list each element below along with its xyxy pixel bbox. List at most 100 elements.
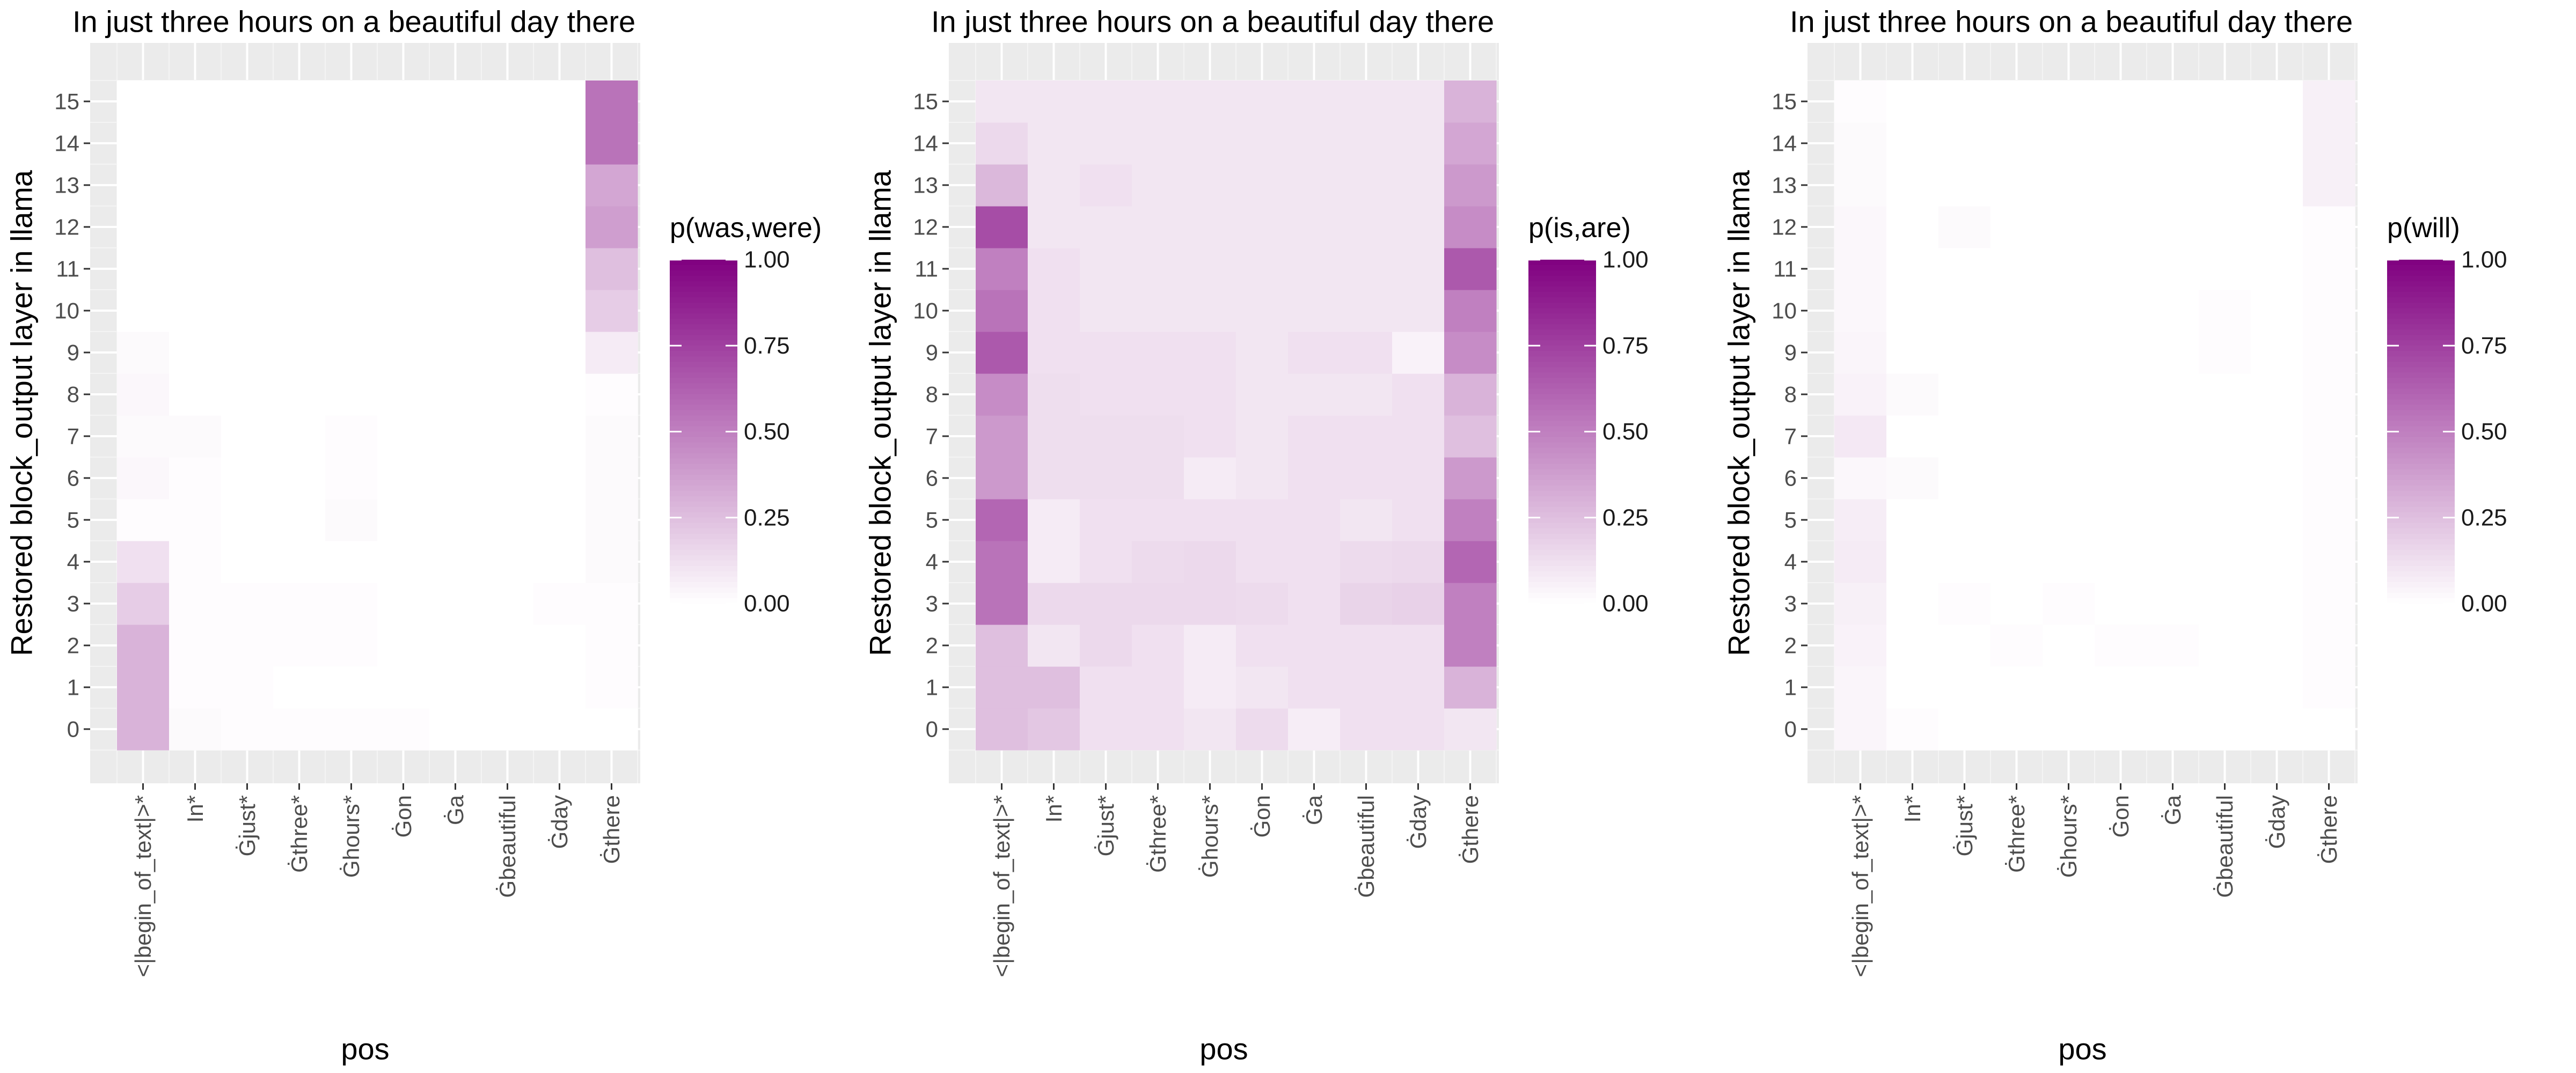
heatmap-cell: [221, 708, 274, 751]
y-tick-label: 13: [54, 173, 79, 198]
heatmap-cell: [2147, 415, 2199, 458]
heatmap-cell: [2251, 457, 2303, 499]
heatmap-cell: [1080, 122, 1132, 165]
heatmap-cell: [117, 583, 170, 625]
legend-colorbar-segment: [670, 356, 737, 363]
heatmap-cell: [533, 332, 586, 374]
legend-colorbar-segment: [670, 405, 737, 411]
heatmap-cell: [1886, 457, 1939, 499]
heatmap-cell: [2199, 624, 2251, 667]
heatmap-cell: [2095, 290, 2147, 332]
heatmap-cell: [1886, 499, 1939, 541]
heatmap-cell: [1132, 164, 1184, 207]
heatmap-cell: [2199, 457, 2251, 499]
heatmap-cell: [1184, 206, 1236, 248]
y-tick-label: 7: [67, 424, 79, 449]
legend-colorbar-segment: [2387, 346, 2455, 352]
heatmap-cell: [221, 415, 274, 458]
heatmap-cell: [1834, 499, 1887, 541]
legend-colorbar-segment: [2387, 292, 2455, 298]
heatmap-cell: [169, 708, 222, 751]
heatmap-cell: [1938, 499, 1991, 541]
y-tick-label: 0: [1784, 717, 1797, 742]
heatmap-cell: [221, 373, 274, 416]
heatmap-cell: [2303, 541, 2355, 583]
heatmap-cell: [1080, 457, 1132, 499]
y-tick-label: 2: [1784, 633, 1797, 658]
heatmap-cell: [1938, 583, 1991, 625]
x-tick-label: Ġbeautiful: [2212, 795, 2237, 898]
heatmap-cell: [2043, 80, 2095, 123]
legend-colorbar-segment: [670, 549, 737, 556]
legend-colorbar-segment: [670, 555, 737, 561]
x-tick-label: Ġday: [1406, 795, 1431, 849]
legend-colorbar-segment: [670, 270, 737, 276]
heatmap-cell: [1184, 164, 1236, 207]
heatmap-cell: [1236, 541, 1289, 583]
legend-colorbar-segment: [670, 351, 737, 357]
heatmap-cell: [1990, 624, 2043, 667]
legend-colorbar-segment: [2387, 469, 2455, 475]
heatmap-cell: [117, 499, 170, 541]
heatmap-cell: [325, 499, 378, 541]
x-tick-label: Ġhours*: [2056, 795, 2081, 878]
legend-colorbar-segment: [670, 399, 737, 406]
heatmap-cell: [377, 499, 430, 541]
legend-colorbar-segment: [1528, 340, 1596, 347]
heatmap-cell: [1080, 80, 1132, 123]
heatmap-cell: [221, 122, 274, 165]
heatmap-cell: [1132, 583, 1184, 625]
heatmap-cell: [1288, 583, 1341, 625]
legend-colorbar-segment: [670, 544, 737, 550]
heatmap-cell: [2147, 666, 2199, 709]
heatmap-cell: [429, 80, 482, 123]
x-tick-label: <|begin_of_text|>*: [130, 795, 156, 977]
legend-colorbar-segment: [2387, 576, 2455, 583]
heatmap-cell: [1132, 122, 1184, 165]
legend-colorbar-segment: [670, 340, 737, 347]
heatmap-cell: [481, 708, 534, 751]
heatmap-cell: [481, 122, 534, 165]
legend-colorbar-segment: [2387, 356, 2455, 363]
legend-tick-label: 1.00: [744, 247, 790, 273]
heatmap-cell: [533, 457, 586, 499]
y-tick-label: 9: [1784, 340, 1797, 365]
heatmap-cell: [1288, 624, 1341, 667]
legend-colorbar-segment: [670, 410, 737, 416]
x-tick-label: Ġon: [2108, 795, 2133, 837]
heatmap-cell: [2303, 248, 2355, 290]
heatmap-cell: [221, 290, 274, 332]
legend-colorbar-segment: [2387, 447, 2455, 454]
heatmap-cell: [1938, 457, 1991, 499]
legend-colorbar-segment: [2387, 399, 2455, 406]
heatmap-cell: [2147, 206, 2199, 248]
heatmap-cell: [273, 164, 326, 207]
legend-colorbar-segment: [2387, 474, 2455, 481]
heatmap-cell: [2095, 206, 2147, 248]
heatmap-cell: [2095, 457, 2147, 499]
heatmap-cell: [117, 373, 170, 416]
heatmap-cell: [481, 206, 534, 248]
x-tick-label: Ġthree*: [2004, 795, 2029, 873]
heatmap-cell: [1444, 499, 1497, 541]
heatmap-cell: [2199, 332, 2251, 374]
y-tick-label: 10: [913, 298, 938, 324]
y-tick-label: 3: [67, 591, 79, 616]
legend-colorbar-segment: [1528, 303, 1596, 308]
y-tick-label: 2: [67, 633, 79, 658]
heatmap-cell: [273, 248, 326, 290]
y-tick-label: 12: [913, 215, 938, 240]
legend-colorbar-segment: [670, 474, 737, 481]
y-tick-label: 15: [1772, 89, 1797, 114]
heatmap-cell: [1444, 248, 1497, 290]
legend-colorbar-segment: [2387, 533, 2455, 540]
heatmap-cell: [117, 290, 170, 332]
heatmap-cell: [1340, 583, 1393, 625]
heatmap-cell: [221, 164, 274, 207]
heatmap-cell: [1236, 164, 1289, 207]
legend-colorbar-segment: [2387, 490, 2455, 497]
heatmap-cell: [169, 457, 222, 499]
heatmap-cell: [1990, 666, 2043, 709]
heatmap-cell: [273, 206, 326, 248]
heatmap-cell: [1990, 122, 2043, 165]
